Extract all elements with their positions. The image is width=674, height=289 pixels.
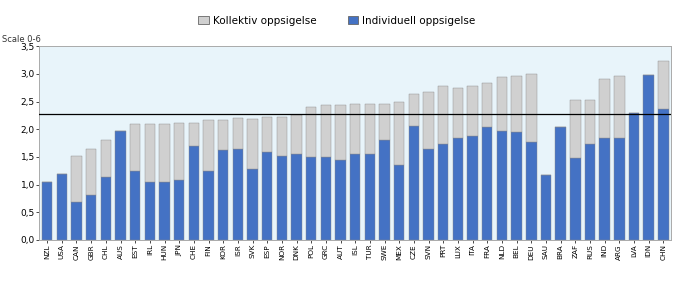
Bar	[379, 104, 390, 140]
Bar	[86, 149, 96, 194]
Bar	[365, 154, 375, 240]
Bar	[71, 156, 82, 202]
Bar	[643, 75, 654, 240]
Bar	[204, 121, 214, 171]
Bar	[321, 105, 331, 157]
Bar	[86, 194, 96, 240]
Bar	[394, 101, 404, 165]
Bar	[159, 124, 170, 182]
Bar	[482, 127, 493, 240]
Bar	[276, 156, 287, 240]
Bar	[335, 160, 346, 240]
Bar	[218, 150, 228, 240]
Bar	[658, 109, 669, 240]
Bar	[218, 121, 228, 150]
Bar	[247, 119, 257, 169]
Bar	[512, 132, 522, 240]
Bar	[365, 104, 375, 154]
Bar	[408, 127, 419, 240]
Bar	[204, 171, 214, 240]
Bar	[71, 202, 82, 240]
Bar	[408, 95, 419, 127]
Bar	[423, 149, 434, 240]
Bar	[467, 86, 478, 136]
Bar	[144, 182, 155, 240]
Bar	[599, 138, 610, 240]
Bar	[658, 61, 669, 109]
Bar	[614, 138, 625, 240]
Legend: Kollektiv oppsigelse, Individuell oppsigelse: Kollektiv oppsigelse, Individuell oppsig…	[198, 16, 476, 26]
Bar	[584, 101, 595, 144]
Bar	[262, 116, 272, 152]
Bar	[482, 83, 493, 127]
Bar	[262, 152, 272, 240]
Bar	[438, 86, 448, 144]
Bar	[189, 123, 199, 146]
Bar	[453, 138, 463, 240]
Bar	[291, 115, 302, 154]
Text: Scale 0-6: Scale 0-6	[3, 35, 41, 44]
Bar	[555, 127, 566, 240]
Bar	[526, 142, 537, 240]
Bar	[174, 180, 185, 240]
Bar	[174, 123, 185, 180]
Bar	[130, 171, 140, 240]
Bar	[247, 169, 257, 240]
Bar	[321, 157, 331, 240]
Bar	[350, 154, 361, 240]
Bar	[42, 182, 53, 240]
Bar	[115, 131, 126, 240]
Bar	[570, 158, 580, 240]
Bar	[291, 154, 302, 240]
Bar	[233, 149, 243, 240]
Bar	[159, 182, 170, 240]
Bar	[306, 157, 317, 240]
Bar	[100, 140, 111, 177]
Bar	[306, 107, 317, 157]
Bar	[423, 92, 434, 149]
Bar	[438, 144, 448, 240]
Bar	[335, 105, 346, 160]
Bar	[379, 140, 390, 240]
Bar	[497, 131, 507, 240]
Bar	[512, 75, 522, 132]
Bar	[233, 118, 243, 149]
Bar	[614, 75, 625, 138]
Bar	[453, 88, 463, 138]
Bar	[584, 144, 595, 240]
Bar	[541, 175, 551, 240]
Bar	[350, 104, 361, 154]
Bar	[599, 79, 610, 138]
Bar	[276, 116, 287, 156]
Bar	[629, 113, 639, 240]
Bar	[526, 75, 537, 142]
Bar	[467, 136, 478, 240]
Bar	[570, 101, 580, 158]
Bar	[130, 124, 140, 171]
Bar	[497, 77, 507, 131]
Bar	[144, 124, 155, 182]
Bar	[57, 174, 67, 240]
Bar	[100, 177, 111, 240]
Bar	[394, 165, 404, 240]
Bar	[189, 146, 199, 240]
